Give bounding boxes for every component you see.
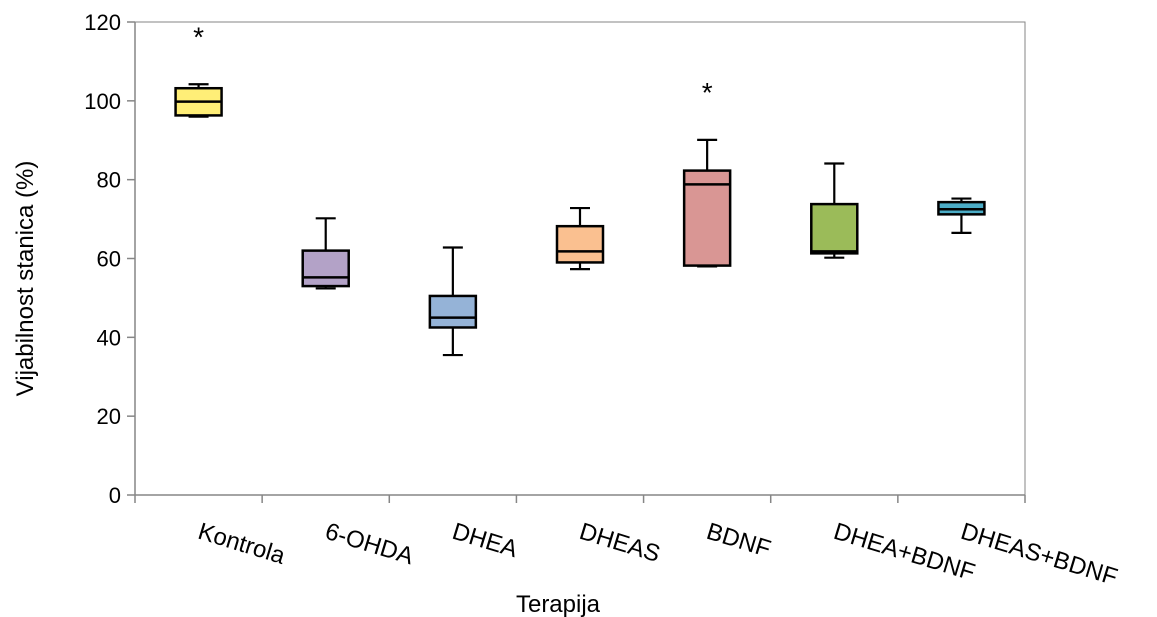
significance-star: * <box>193 21 204 52</box>
y-tick-label: 20 <box>97 404 121 429</box>
y-tick-label: 0 <box>109 483 121 508</box>
iqr-box <box>682 169 732 267</box>
y-tick-label: 100 <box>84 89 121 114</box>
significance-star: * <box>702 77 713 108</box>
y-tick-label: 120 <box>84 10 121 35</box>
box-dheas <box>555 206 605 271</box>
box-dheas-bdnf <box>937 197 986 234</box>
x-category-label: DHEA <box>449 518 521 563</box>
iqr-box <box>301 249 350 288</box>
y-tick-label: 80 <box>97 168 121 193</box>
box-kontrola: * <box>174 21 223 118</box>
box-bdnf: * <box>682 77 732 268</box>
x-category-label: Kontrola <box>195 518 289 570</box>
iqr-box <box>555 224 605 264</box>
x-category-label: 6-OHDA <box>322 518 417 570</box>
y-axis-title: Vijabilnost stanica (%) <box>12 161 39 397</box>
y-tick-label: 40 <box>97 325 121 350</box>
x-category-label: DHEAS+BDNF <box>958 518 1121 591</box>
y-tick-label: 60 <box>97 247 121 272</box>
box-dhea <box>428 246 478 357</box>
box-6-ohda <box>301 217 350 290</box>
x-category-label: BDNF <box>703 518 773 563</box>
iqr-box <box>810 202 859 255</box>
iqr-box <box>428 294 478 329</box>
box-dhea-bdnf <box>810 162 859 259</box>
x-axis-title: Terapija <box>516 591 601 617</box>
x-category-label: DHEA+BDNF <box>831 518 979 587</box>
x-category-label: DHEAS <box>576 518 663 568</box>
